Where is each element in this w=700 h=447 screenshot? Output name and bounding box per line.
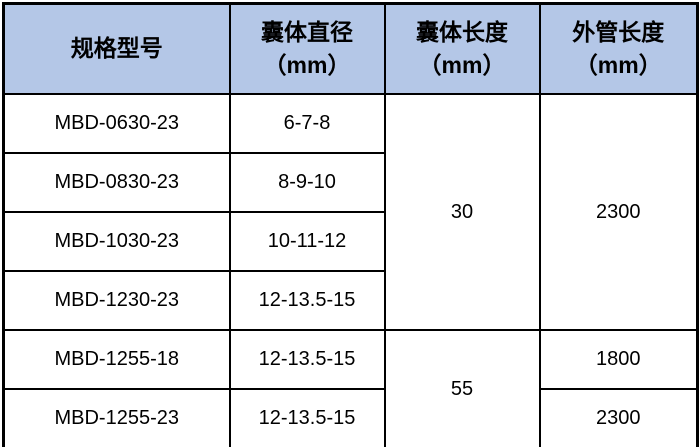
outer-tube-length-cell: 2300: [538, 388, 699, 447]
header-row: 规格型号 囊体直径 （mm） 囊体长度 （mm） 外管长度 （mm）: [2, 2, 699, 95]
model-cell: MBD-1255-23: [2, 388, 231, 447]
diameter-cell: 12-13.5-15: [228, 329, 386, 390]
table-row: MBD-0630-23 6-7-8 30 2300: [2, 93, 699, 331]
diameter-cell: 8-9-10: [228, 152, 386, 213]
table-row: MBD-1030-23 10-11-12: [2, 211, 698, 272]
header-outer-tube-length: 外管长度 （mm）: [538, 2, 699, 95]
model-cell: MBD-0630-23: [2, 93, 231, 154]
balloon-length-merged-cell: 30: [383, 93, 541, 331]
model-cell: MBD-1230-23: [2, 270, 231, 331]
diameter-cell: 10-11-12: [228, 211, 386, 272]
outer-tube-length-merged-cell: 2300: [538, 93, 699, 331]
model-cell: MBD-1030-23: [2, 211, 231, 272]
header-model: 规格型号: [2, 2, 231, 95]
balloon-length-merged-cell: 55: [383, 329, 541, 447]
table-row: MBD-1255-23 12-13.5-15 2300: [2, 388, 699, 447]
table-row: MBD-1255-18 12-13.5-15 55 1800: [2, 329, 699, 447]
table-row: MBD-0830-23 8-9-10: [2, 152, 698, 213]
table-row: MBD-1230-23 12-13.5-15: [2, 270, 698, 331]
diameter-cell: 6-7-8: [228, 93, 386, 154]
outer-tube-length-cell: 1800: [538, 329, 699, 390]
table-body: MBD-0630-23 6-7-8 30 2300 MBD-0830-23 8-…: [2, 93, 699, 447]
table-header: 规格型号 囊体直径 （mm） 囊体长度 （mm） 外管长度 （mm）: [2, 2, 699, 95]
header-balloon-diameter: 囊体直径 （mm）: [228, 2, 386, 95]
header-balloon-length: 囊体长度 （mm）: [383, 2, 541, 95]
model-cell: MBD-1255-18: [2, 329, 231, 390]
diameter-cell: 12-13.5-15: [228, 270, 386, 331]
model-cell: MBD-0830-23: [2, 152, 231, 213]
diameter-cell: 12-13.5-15: [228, 388, 386, 447]
